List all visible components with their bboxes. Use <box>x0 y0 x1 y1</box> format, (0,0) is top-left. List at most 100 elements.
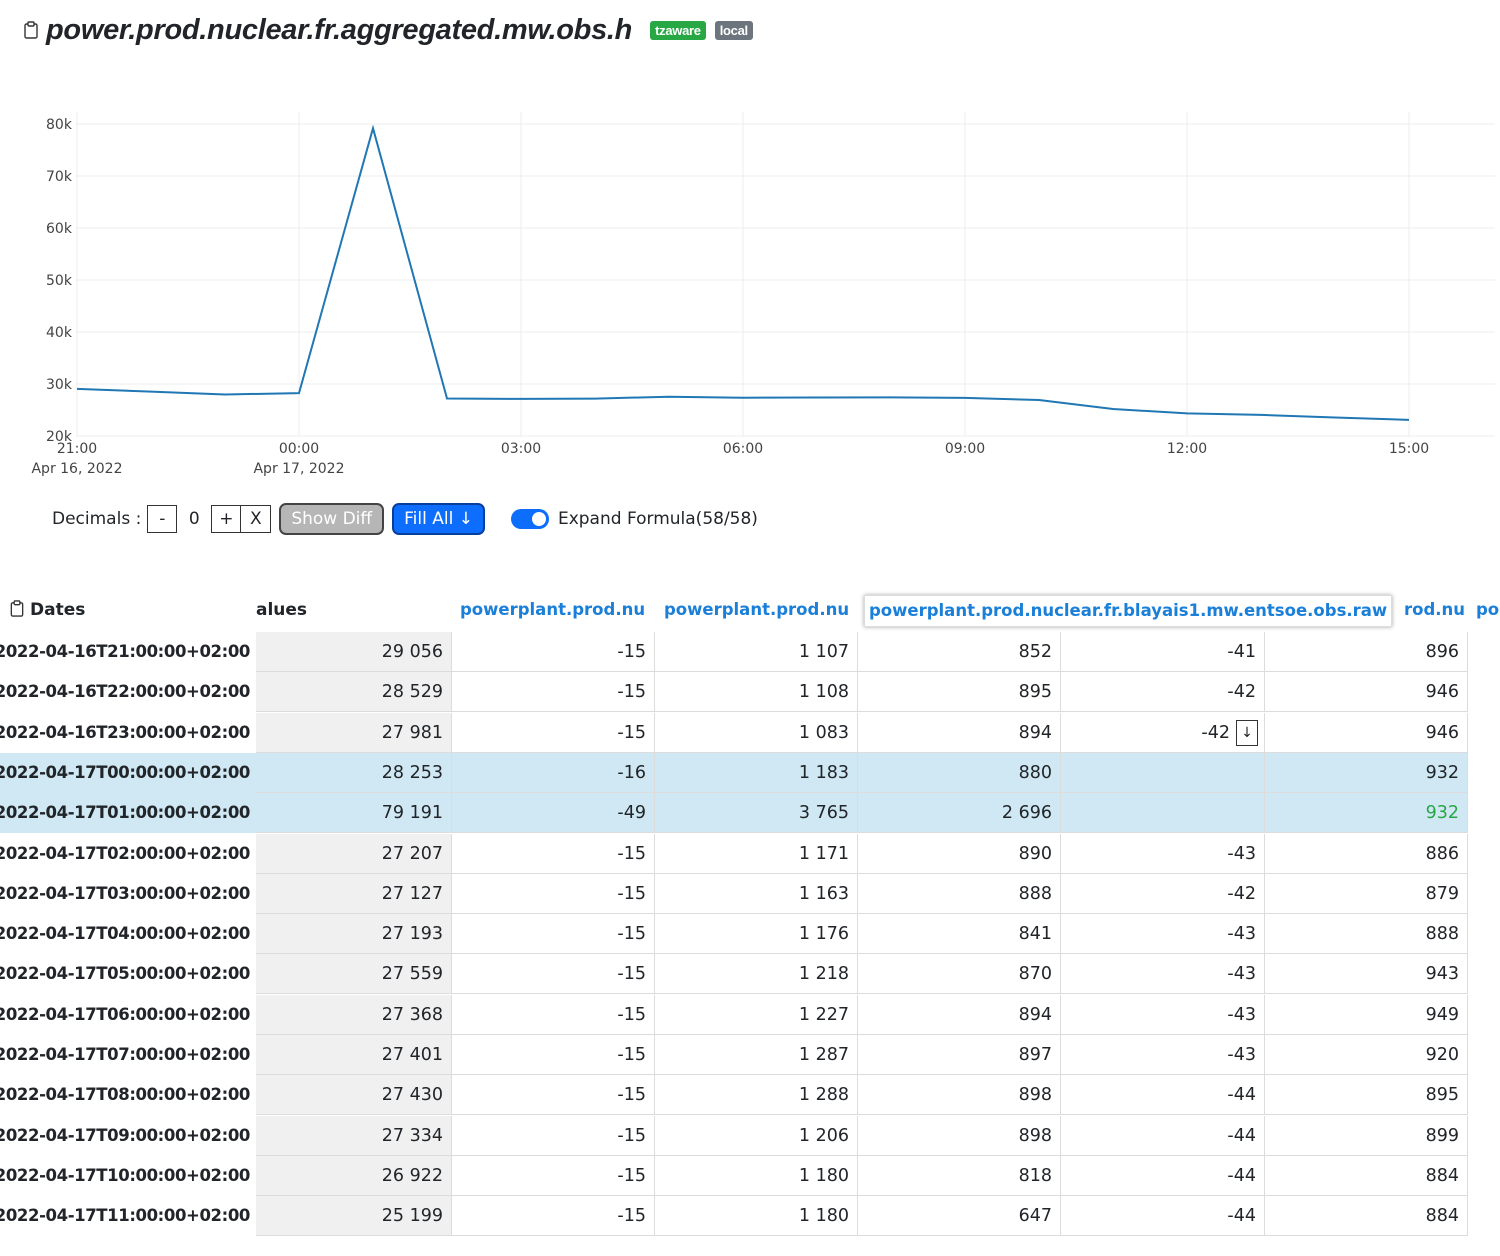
component-value-cell[interactable]: 946 <box>1265 672 1468 713</box>
component-value-cell[interactable]: 895 <box>858 672 1061 713</box>
component-value-cell[interactable]: 647 <box>858 1196 1061 1237</box>
component-value-cell[interactable]: 894 <box>858 994 1061 1035</box>
component-value-cell[interactable]: -15 <box>452 1155 655 1196</box>
table-row[interactable]: 2022-04-16T21:00:00+02:00 29 056 -15 1 107 8… <box>0 632 1500 672</box>
component-value-cell[interactable]: 1 206 <box>655 1115 858 1156</box>
component-value-cell[interactable]: 932 <box>1265 793 1468 834</box>
component-value-cell[interactable]: 888 <box>858 873 1061 914</box>
component-value-cell[interactable]: -15 <box>452 914 655 955</box>
aggregated-value-cell[interactable]: 26 922 <box>256 1155 452 1196</box>
table-row[interactable]: 2022-04-17T11:00:00+02:00 25 199 -15 1 180 6… <box>0 1196 1500 1237</box>
component-value-cell[interactable] <box>1061 752 1265 793</box>
aggregated-value-cell[interactable]: 27 430 <box>256 1075 452 1116</box>
component-value-cell[interactable]: 880 <box>858 752 1061 793</box>
component-value-cell[interactable]: 1 107 <box>655 632 858 672</box>
component-value-cell[interactable]: 1 171 <box>655 833 858 874</box>
component-value-cell[interactable]: -44 <box>1061 1196 1265 1237</box>
component-header-3-expanded[interactable]: powerplant.prod.nuclear.fr.blayais1.mw.e… <box>864 595 1393 627</box>
table-row[interactable]: 2022-04-16T22:00:00+02:00 28 529 -15 1 108 8… <box>0 672 1500 713</box>
component-value-cell[interactable]: 920 <box>1265 1035 1468 1075</box>
component-value-cell[interactable]: 1 163 <box>655 873 858 914</box>
decimals-increase-button[interactable]: + <box>211 505 242 533</box>
aggregated-value-cell[interactable]: 27 334 <box>256 1115 452 1156</box>
timeseries-chart[interactable]: 80k 70k 60k 50k 40k 30k 20k 21:00 Apr 16, 2022 00… <box>0 100 1500 485</box>
component-header-1[interactable]: powerplant.prod.nu <box>460 600 646 619</box>
component-value-cell[interactable]: -44 <box>1061 1115 1265 1156</box>
component-value-cell[interactable]: -43 <box>1061 1035 1265 1075</box>
component-value-cell[interactable]: 894 <box>858 712 1061 753</box>
show-diff-button[interactable]: Show Diff <box>279 503 385 535</box>
table-row[interactable]: 2022-04-17T10:00:00+02:00 26 922 -15 1 180 8… <box>0 1155 1500 1196</box>
component-value-cell[interactable]: -41 <box>1061 632 1265 672</box>
component-value-cell[interactable]: -15 <box>452 994 655 1035</box>
component-value-cell[interactable]: 1 218 <box>655 954 858 995</box>
expand-formula-toggle[interactable] <box>510 509 549 529</box>
decimals-decrease-button[interactable]: - <box>147 505 178 533</box>
component-value-cell[interactable]: 1 183 <box>655 752 858 793</box>
aggregated-value-cell[interactable]: 27 368 <box>256 994 452 1035</box>
aggregated-value-cell[interactable]: 29 056 <box>256 632 452 672</box>
component-value-cell[interactable]: -15 <box>452 632 655 672</box>
component-value-cell[interactable]: 895 <box>1265 1075 1468 1116</box>
decimals-clear-button[interactable]: X <box>241 505 272 533</box>
table-row[interactable]: 2022-04-17T08:00:00+02:00 27 430 -15 1 288 8… <box>0 1075 1500 1116</box>
component-value-cell[interactable]: -15 <box>452 672 655 713</box>
table-row[interactable]: 2022-04-16T23:00:00+02:00 27 981 -15 1 083 8… <box>0 712 1500 753</box>
table-row[interactable]: 2022-04-17T07:00:00+02:00 27 401 -15 1 287 8… <box>0 1035 1500 1075</box>
component-value-cell[interactable]: 870 <box>858 954 1061 995</box>
component-value-cell[interactable]: -15 <box>452 954 655 995</box>
component-value-cell[interactable]: 1 227 <box>655 994 858 1035</box>
component-value-cell[interactable]: -44 <box>1061 1075 1265 1116</box>
component-value-cell[interactable]: 888 <box>1265 914 1468 955</box>
component-value-cell[interactable]: -43 <box>1061 994 1265 1035</box>
component-value-cell[interactable]: 946 <box>1265 712 1468 753</box>
component-value-cell[interactable]: 932 <box>1265 752 1468 793</box>
component-value-cell[interactable]: -15 <box>452 1196 655 1237</box>
component-value-cell[interactable]: 879 <box>1265 873 1468 914</box>
component-value-cell[interactable]: 949 <box>1265 994 1468 1035</box>
component-value-cell[interactable]: 890 <box>858 833 1061 874</box>
component-value-cell[interactable]: 818 <box>858 1155 1061 1196</box>
table-row[interactable]: 2022-04-17T05:00:00+02:00 27 559 -15 1 218 8… <box>0 954 1500 995</box>
component-value-cell[interactable]: -42 <box>1061 873 1265 914</box>
aggregated-value-cell[interactable]: 27 193 <box>256 914 452 955</box>
clipboard-icon[interactable] <box>10 600 24 617</box>
aggregated-value-cell[interactable]: 28 253 <box>256 752 452 793</box>
component-value-cell[interactable]: 1 180 <box>655 1196 858 1237</box>
component-value-cell[interactable]: 841 <box>858 914 1061 955</box>
fill-all-button[interactable]: Fill All ↓ <box>392 503 485 535</box>
component-value-cell[interactable]: -43 <box>1061 833 1265 874</box>
component-value-cell[interactable]: -15 <box>452 1115 655 1156</box>
component-value-cell[interactable]: 852 <box>858 632 1061 672</box>
component-value-cell[interactable]: 3 765 <box>655 793 858 834</box>
table-row[interactable]: 2022-04-17T00:00:00+02:00 28 253 -16 1 183 8… <box>0 752 1500 793</box>
table-row[interactable]: 2022-04-17T02:00:00+02:00 27 207 -15 1 171 8… <box>0 833 1500 874</box>
component-value-cell[interactable]: 898 <box>858 1075 1061 1116</box>
table-row[interactable]: 2022-04-17T09:00:00+02:00 27 334 -15 1 206 8… <box>0 1115 1500 1156</box>
component-value-cell[interactable]: 1 180 <box>655 1155 858 1196</box>
component-value-cell[interactable]: 1 176 <box>655 914 858 955</box>
component-value-cell[interactable]: 1 083 <box>655 712 858 753</box>
table-row[interactable]: 2022-04-17T06:00:00+02:00 27 368 -15 1 227 8… <box>0 994 1500 1035</box>
aggregated-value-cell[interactable]: 79 191 <box>256 793 452 834</box>
dates-header[interactable]: Dates <box>10 588 250 632</box>
component-value-cell[interactable]: 897 <box>858 1035 1061 1075</box>
component-header-6[interactable]: po <box>1476 600 1500 619</box>
component-value-cell[interactable]: 898 <box>858 1115 1061 1156</box>
clipboard-icon[interactable] <box>24 21 38 39</box>
component-value-cell[interactable]: -43 <box>1061 954 1265 995</box>
component-value-cell[interactable]: 1 288 <box>655 1075 858 1116</box>
component-header-5[interactable]: rod.nu <box>1404 600 1464 619</box>
component-value-cell[interactable]: -43 <box>1061 914 1265 955</box>
component-value-cell[interactable]: 1 287 <box>655 1035 858 1075</box>
component-value-cell[interactable]: 884 <box>1265 1155 1468 1196</box>
table-row[interactable]: 2022-04-17T04:00:00+02:00 27 193 -15 1 176 8… <box>0 914 1500 955</box>
component-value-cell[interactable]: -15 <box>452 873 655 914</box>
aggregated-value-cell[interactable]: 27 401 <box>256 1035 452 1075</box>
component-value-cell[interactable]: 1 108 <box>655 672 858 713</box>
component-value-cell[interactable]: -15 <box>452 712 655 753</box>
component-value-cell[interactable]: 943 <box>1265 954 1468 995</box>
component-value-cell[interactable] <box>1061 793 1265 834</box>
component-value-cell[interactable]: -49 <box>452 793 655 834</box>
